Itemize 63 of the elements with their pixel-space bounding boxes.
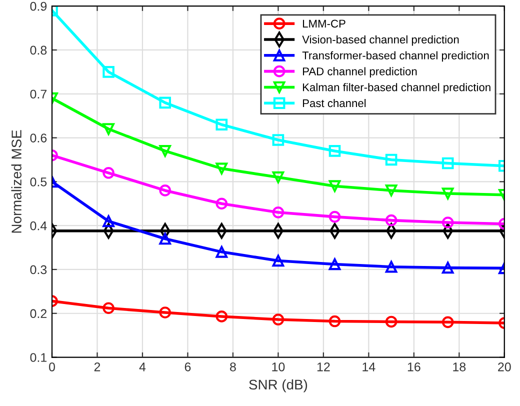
point (159, 232, 172, 245)
point (272, 206, 284, 218)
point (442, 188, 454, 200)
point (216, 118, 228, 131)
point (272, 171, 284, 184)
point (272, 134, 284, 146)
point (328, 145, 341, 157)
point (159, 306, 172, 318)
point (159, 184, 172, 196)
y-axis-title: Normalized MSE (11, 130, 22, 233)
point (385, 316, 398, 328)
point (328, 210, 341, 223)
point (102, 123, 114, 135)
y-tick-label: 0.3 (30, 265, 47, 274)
x-tick-label: 20 (498, 362, 511, 372)
point (328, 180, 341, 192)
point (272, 314, 284, 326)
x-tick-label: 2 (94, 362, 100, 372)
point (216, 198, 228, 210)
legend-label: PAD channel prediction (302, 67, 417, 78)
point (102, 66, 114, 78)
x-tick-label: 10 (272, 362, 285, 372)
x-tick-label: 6 (184, 362, 191, 372)
y-tick-label: 0.7 (30, 90, 47, 99)
point (385, 214, 398, 226)
point (159, 96, 172, 109)
point (442, 216, 454, 228)
x-tick-label: 18 (453, 362, 466, 372)
y-tick-label: 0.6 (30, 134, 47, 142)
point (272, 254, 284, 267)
point (216, 246, 228, 258)
point (442, 157, 454, 170)
point (102, 215, 114, 228)
x-tick-label: 4 (139, 362, 146, 372)
point (328, 258, 341, 270)
y-tick-label: 0.4 (30, 221, 47, 230)
legend-label: Transformer-based channel prediction (302, 51, 489, 62)
point (216, 310, 228, 322)
legend-label: Kalman filter-based channel prediction (302, 83, 490, 94)
y-tick-label: 0.2 (30, 309, 47, 318)
point (385, 154, 398, 166)
x-tick-label: 8 (230, 362, 236, 372)
point (216, 162, 228, 174)
y-tick-label: 0.8 (30, 46, 47, 55)
x-tick-label: 14 (362, 362, 376, 372)
point (442, 262, 454, 274)
x-axis-title: SNR (dB) (249, 379, 308, 392)
point (442, 316, 454, 328)
point (159, 145, 172, 157)
point (385, 260, 398, 273)
point (102, 167, 114, 179)
legend-label: Vision-based channel prediction (302, 35, 459, 46)
legend-label: LMM-CP (302, 20, 346, 28)
y-tick-label: 0.1 (30, 353, 47, 362)
point (102, 302, 114, 314)
legend-label: Past channel (302, 98, 366, 108)
x-tick-label: 16 (408, 362, 420, 372)
y-tick-label: 0.5 (30, 177, 47, 186)
point (385, 184, 398, 196)
y-tick-label: 0.9 (30, 2, 47, 11)
x-tick-label: 0 (49, 362, 55, 372)
x-tick-label: 12 (317, 362, 330, 372)
point (328, 315, 341, 328)
